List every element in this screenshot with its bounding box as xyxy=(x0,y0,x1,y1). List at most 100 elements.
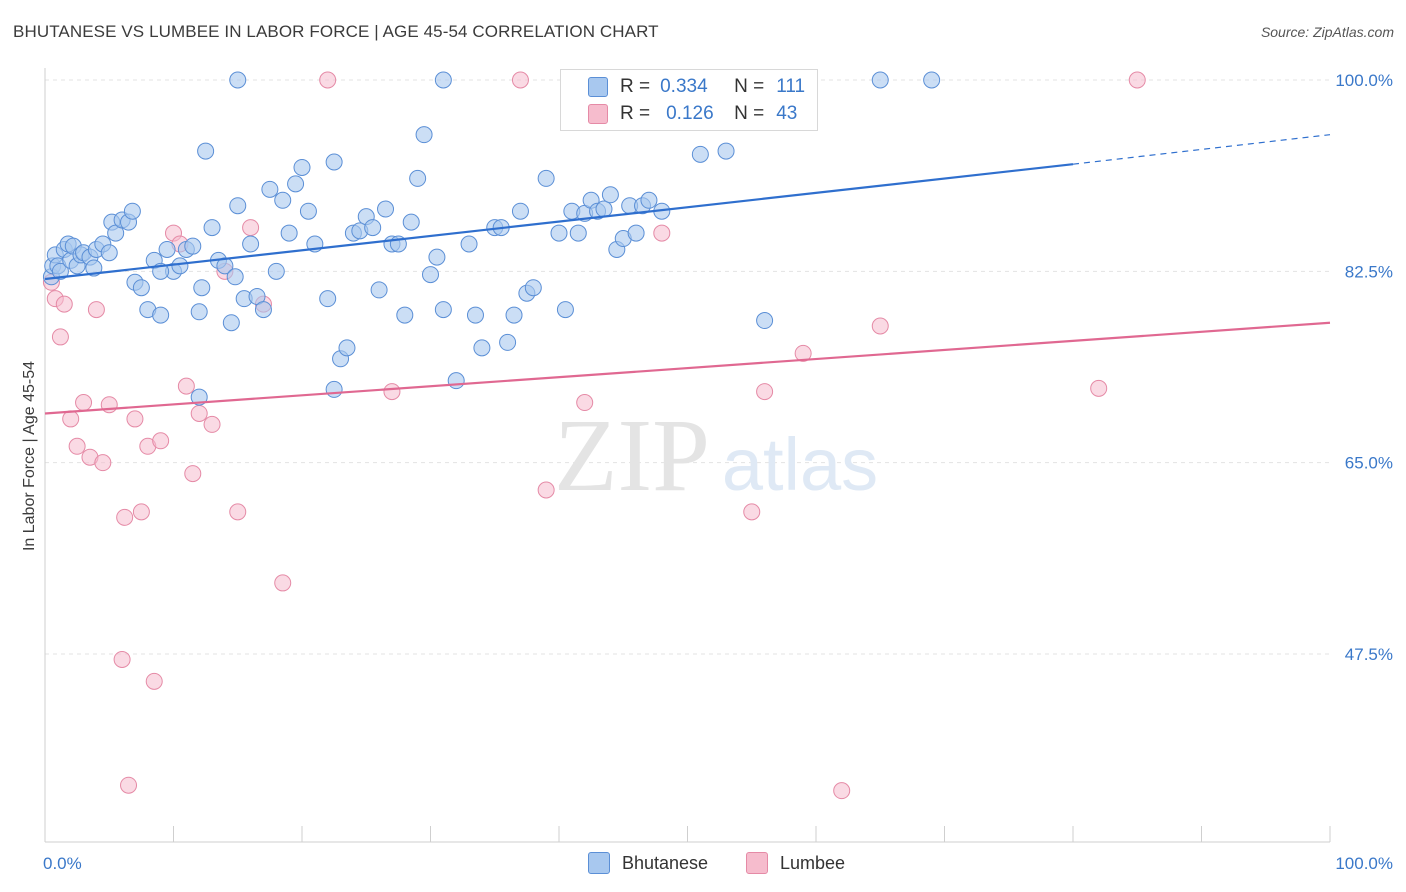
bhutanese-point xyxy=(51,262,69,280)
bhutanese-point xyxy=(415,126,433,144)
bhutanese-point xyxy=(280,224,298,242)
legend-swatch-lumbee xyxy=(746,852,768,874)
lumbee-point xyxy=(319,71,337,89)
bhutanese-point xyxy=(511,202,529,220)
bhutanese-point xyxy=(132,279,150,297)
bhutanese-point xyxy=(364,219,382,237)
bhutanese-trend-line xyxy=(44,163,1074,281)
lumbee-point xyxy=(68,437,86,455)
x-tick-label: 0.0% xyxy=(43,854,82,873)
bhutanese-point xyxy=(428,248,446,266)
bhutanese-point xyxy=(640,191,658,209)
bhutanese-point xyxy=(447,372,465,390)
bhutanese-point xyxy=(556,301,574,319)
bhutanese-swatch xyxy=(588,77,608,97)
lumbee-point xyxy=(145,672,163,690)
lumbee-point xyxy=(184,465,202,483)
y-tick-label: 100.0% xyxy=(1335,71,1393,90)
bhutanese-point xyxy=(466,306,484,324)
chart-title: BHUTANESE VS LUMBEE IN LABOR FORCE | AGE… xyxy=(13,22,659,41)
bhutanese-point xyxy=(197,142,215,160)
lumbee-point xyxy=(576,394,594,412)
watermark: ZIP atlas xyxy=(554,398,878,513)
legend-item-lumbee: Lumbee xyxy=(746,852,845,874)
bhutanese-point xyxy=(158,240,176,258)
lumbee-point xyxy=(1090,379,1108,397)
bottom-legend: Bhutanese Lumbee xyxy=(0,852,1406,876)
bhutanese-point xyxy=(299,202,317,220)
r-label: R = xyxy=(620,103,651,124)
source-label: Source: ZipAtlas.com xyxy=(1260,24,1394,40)
y-tick-label: 47.5% xyxy=(1345,645,1393,664)
bhutanese-point xyxy=(267,262,285,280)
n-value: 111 xyxy=(776,76,806,97)
bhutanese-point xyxy=(287,175,305,193)
bhutanese-point xyxy=(505,306,523,324)
y-tick-label: 65.0% xyxy=(1345,454,1393,473)
bhutanese-point xyxy=(402,213,420,231)
bhutanese-point xyxy=(261,180,279,198)
tick-labels: 47.5% 65.0% 82.5% 100.0% 0.0% 100.0% xyxy=(43,71,1393,873)
n-value: 43 xyxy=(776,103,798,124)
lumbee-point xyxy=(383,383,401,401)
lumbee-point xyxy=(242,219,260,237)
bhutanese-point xyxy=(325,380,343,398)
lumbee-point xyxy=(743,503,761,521)
lumbee-point xyxy=(177,377,195,395)
r-label: R = xyxy=(620,76,651,97)
bhutanese-point xyxy=(325,153,343,171)
lumbee-point xyxy=(51,328,69,346)
lumbee-point xyxy=(229,503,247,521)
lumbee-point xyxy=(1128,71,1146,89)
stats-row-lumbee: R = 0.126 N = 43 xyxy=(561,100,797,128)
r-value: 0.334 xyxy=(660,76,708,97)
bhutanese-point xyxy=(184,237,202,255)
lumbee-point xyxy=(274,574,292,592)
lumbee-point xyxy=(87,301,105,319)
bhutanese-point xyxy=(274,191,292,209)
lumbee-point xyxy=(511,71,529,89)
lumbee-swatch xyxy=(588,104,608,124)
bhutanese-point xyxy=(550,224,568,242)
lumbee-point xyxy=(116,508,134,526)
bhutanese-point xyxy=(203,219,221,237)
lumbee-point xyxy=(55,295,73,313)
n-label: N = xyxy=(734,103,765,124)
bhutanese-point xyxy=(524,279,542,297)
bhutanese-point xyxy=(190,303,208,321)
bhutanese-point xyxy=(756,312,774,330)
bhutanese-point xyxy=(422,266,439,284)
bhutanese-point xyxy=(293,158,311,176)
lumbee-point xyxy=(62,410,80,428)
bhutanese-point xyxy=(537,169,555,187)
bhutanese-point xyxy=(396,306,414,324)
x-tick-label: 100.0% xyxy=(1335,854,1393,873)
lumbee-point xyxy=(203,415,221,433)
bhutanese-point xyxy=(473,339,491,357)
bhutanese-point xyxy=(569,224,587,242)
watermark-zip: ZIP xyxy=(554,398,710,513)
lumbee-point xyxy=(537,481,555,499)
lumbee-point xyxy=(152,432,170,450)
bhutanese-point xyxy=(717,142,735,160)
lumbee-point xyxy=(833,782,851,800)
bhutanese-point xyxy=(434,71,452,89)
legend-swatch-bhutanese xyxy=(588,852,610,874)
lumbee-point xyxy=(794,344,812,362)
lumbee-point xyxy=(871,317,889,335)
legend-label-bhutanese: Bhutanese xyxy=(622,852,709,873)
lumbee-point xyxy=(94,454,112,472)
lumbee-point xyxy=(126,410,144,428)
bhutanese-point xyxy=(242,235,260,253)
lumbee-point xyxy=(113,650,131,668)
lumbee-point xyxy=(190,404,208,422)
bhutanese-points xyxy=(42,71,941,406)
lumbee-point xyxy=(75,394,93,412)
bhutanese-point xyxy=(370,281,388,299)
lumbee-point xyxy=(756,383,774,401)
watermark-atlas: atlas xyxy=(722,423,878,506)
y-tick-label: 82.5% xyxy=(1345,262,1393,281)
bhutanese-point xyxy=(171,257,189,275)
bhutanese-point xyxy=(319,290,337,308)
